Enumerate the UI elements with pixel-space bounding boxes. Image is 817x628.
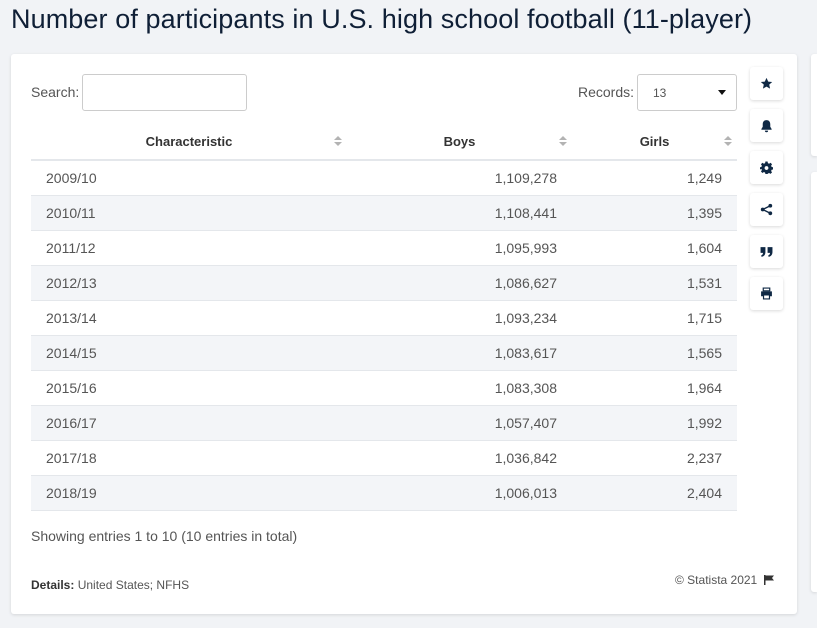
copyright-text: © Statista 2021: [675, 573, 758, 587]
table-row: 2010/11 1,108,441 1,395: [31, 195, 737, 231]
cite-button[interactable]: [750, 235, 783, 268]
cell-boys: 1,095,993: [347, 230, 572, 266]
star-icon: [760, 77, 773, 89]
notification-button[interactable]: [750, 109, 783, 142]
cell-boys: 1,006,013: [347, 475, 572, 511]
details-value: United States; NFHS: [77, 578, 190, 592]
table-row: 2009/10 1,109,278 1,249: [31, 160, 737, 196]
records-select[interactable]: 13: [637, 74, 737, 111]
sort-icon: [724, 136, 732, 148]
table-row: 2011/12 1,095,993 1,604: [31, 230, 737, 266]
cell-characteristic: 2014/15: [31, 335, 347, 371]
print-button[interactable]: [750, 277, 783, 310]
table-row: 2013/14 1,093,234 1,715: [31, 300, 737, 336]
details: Details: United States; NFHS: [31, 578, 189, 592]
flag-icon: [763, 575, 774, 585]
cell-boys: 1,086,627: [347, 265, 572, 301]
cell-girls: 2,237: [572, 440, 737, 476]
cell-boys: 1,036,842: [347, 440, 572, 476]
cell-characteristic: 2017/18: [31, 440, 347, 476]
records-label: Records:: [578, 84, 635, 100]
cell-girls: 1,992: [572, 405, 737, 441]
cell-characteristic: 2010/11: [31, 195, 347, 231]
page-title: Number of participants in U.S. high scho…: [11, 4, 753, 34]
cell-characteristic: 2009/10: [31, 160, 347, 196]
quote-icon: [760, 246, 773, 257]
cell-characteristic: 2015/16: [31, 370, 347, 406]
cell-girls: 1,964: [572, 370, 737, 406]
table-row: 2014/15 1,083,617 1,565: [31, 335, 737, 371]
cell-characteristic: 2011/12: [31, 230, 347, 266]
cell-characteristic: 2016/17: [31, 405, 347, 441]
details-label: Details:: [31, 578, 75, 592]
entries-summary: Showing entries 1 to 10 (10 entries in t…: [31, 528, 298, 544]
settings-button[interactable]: [750, 151, 783, 184]
search-label: Search:: [31, 84, 80, 100]
table-row: 2012/13 1,086,627 1,531: [31, 265, 737, 301]
records-selected-value: 13: [653, 86, 667, 100]
table-row: 2018/19 1,006,013 2,404: [31, 475, 737, 511]
cell-characteristic: 2018/19: [31, 475, 347, 511]
cell-girls: 1,604: [572, 230, 737, 266]
cell-boys: 1,108,441: [347, 195, 572, 231]
column-header-characteristic[interactable]: Characteristic: [31, 124, 347, 161]
cell-girls: 1,395: [572, 195, 737, 231]
print-icon: [761, 287, 772, 300]
cell-girls: 1,531: [572, 265, 737, 301]
search-input[interactable]: [82, 74, 247, 111]
column-header-girls[interactable]: Girls: [572, 124, 737, 161]
column-header-boys[interactable]: Boys: [347, 124, 572, 161]
share-button[interactable]: [750, 193, 783, 226]
table-header-row: Characteristic Boys Girls: [31, 124, 737, 161]
favorite-button[interactable]: [750, 67, 783, 100]
sort-icon: [334, 136, 342, 148]
cell-boys: 1,083,617: [347, 335, 572, 371]
bell-icon: [761, 119, 772, 132]
statistic-card: Search: Records: 13 Characteristic Boys …: [11, 54, 797, 614]
cell-girls: 1,565: [572, 335, 737, 371]
table-row: 2015/16 1,083,308 1,964: [31, 370, 737, 406]
table-row: 2017/18 1,036,842 2,237: [31, 440, 737, 476]
share-icon: [760, 203, 773, 216]
chevron-down-icon: [718, 90, 726, 95]
data-table: Characteristic Boys Girls 2009/10 1,109,2…: [31, 124, 737, 511]
cell-girls: 1,715: [572, 300, 737, 336]
cell-boys: 1,083,308: [347, 370, 572, 406]
cell-girls: 1,249: [572, 160, 737, 196]
copyright[interactable]: © Statista 2021: [675, 573, 775, 587]
cell-boys: 1,109,278: [347, 160, 572, 196]
sort-icon: [559, 136, 567, 148]
cell-boys: 1,057,407: [347, 405, 572, 441]
side-panel-edge: [811, 54, 817, 156]
cell-boys: 1,093,234: [347, 300, 572, 336]
gear-icon: [760, 161, 773, 174]
table-row: 2016/17 1,057,407 1,992: [31, 405, 737, 441]
side-panel-edge-lower: [811, 172, 817, 592]
cell-characteristic: 2013/14: [31, 300, 347, 336]
cell-girls: 2,404: [572, 475, 737, 511]
cell-characteristic: 2012/13: [31, 265, 347, 301]
